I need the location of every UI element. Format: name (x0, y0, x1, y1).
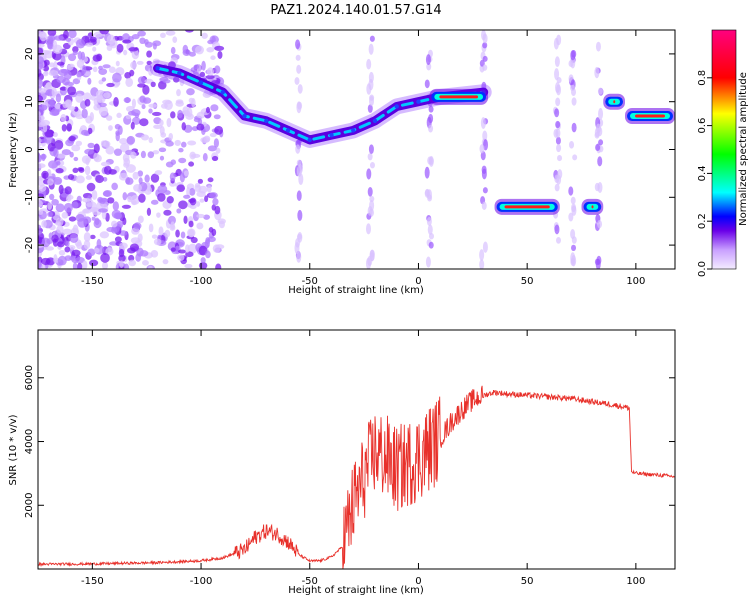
snr-x-tick-label: 100 (626, 576, 645, 587)
colorbar-tick-label: 0.4 (697, 165, 708, 181)
spectrogram-y-tick-label: 10 (24, 95, 35, 108)
colorbar-tick-label: 0.2 (697, 213, 708, 229)
spectrogram-y-tick-label: -20 (24, 237, 35, 253)
ridge-point (177, 70, 182, 76)
snr-x-tick-label: 50 (521, 576, 534, 587)
colorbar-tick-label: 0.6 (697, 118, 708, 134)
snr-x-axis-label: Height of straight line (km) (288, 585, 424, 596)
ridge-point (372, 118, 378, 124)
spectrogram-x-tick-label: -100 (190, 276, 213, 287)
spectrogram-x-tick-label: -50 (302, 276, 318, 287)
spectrogram-y-tick-label: -10 (24, 189, 35, 205)
ridge-point (198, 80, 204, 85)
ridge-point (155, 66, 160, 71)
spectrogram-plot-area (38, 30, 675, 269)
spectrogram-band (494, 198, 560, 215)
ridge-point (307, 137, 312, 143)
colorbar-tick-label: 0.0 (697, 261, 708, 277)
spectrogram-band (429, 88, 489, 105)
spectrogram-x-tick-label: 0 (415, 276, 421, 287)
snr-series-line (38, 385, 675, 569)
snr-x-tick-label: -50 (302, 576, 318, 587)
spectrogram-y-axis-label: Frequency (Hz) (8, 112, 19, 188)
ridge-point (351, 128, 356, 133)
snr-panel: -150 -100 -50 0 50 100 2000 4000 6000 Height of… (8, 329, 676, 596)
spectrogram-band (581, 198, 604, 215)
colorbar-frame (711, 29, 737, 270)
colorbar-label: Normalized spectral amplitude (738, 72, 749, 226)
snr-plot-area (38, 330, 675, 569)
ridge-point (242, 113, 247, 119)
snr-x-tick-label: -100 (190, 576, 213, 587)
ridge-point (394, 104, 399, 109)
snr-frame (37, 329, 676, 570)
spectrogram-x-tick-label: 100 (626, 276, 645, 287)
spectrogram-x-tick-label: -150 (81, 276, 104, 287)
snr-x-tick-label: 0 (415, 576, 421, 587)
ridge-point (285, 128, 291, 133)
snr-y-axis-label: SNR (10 * v/v) (8, 414, 19, 485)
ridge-point (416, 99, 421, 104)
colorbar-tick-label: 0.8 (697, 70, 708, 86)
spectrogram-x-axis-label: Height of straight line (km) (288, 285, 424, 296)
ridge-point (220, 89, 225, 95)
ridge-point (329, 132, 334, 138)
spectrogram-ridge (149, 60, 492, 148)
spectrogram-band (603, 93, 625, 110)
snr-y-tick-label: 2000 (24, 493, 35, 518)
snr-y-tick-label: 6000 (24, 365, 35, 390)
spectrogram-noise-texture (38, 30, 604, 269)
snr-x-tick-label: -150 (81, 576, 104, 587)
spectrogram-band (624, 108, 675, 125)
snr-y-tick-label: 4000 (24, 429, 35, 454)
spectrogram-y-tick-label: 0 (24, 146, 35, 152)
figure-title: PAZ1.2024.140.01.57.G14 (270, 3, 441, 18)
spectrogram-y-tick-label: 20 (24, 48, 35, 61)
spectrogram-x-tick-label: 50 (521, 276, 534, 287)
colorbar: 0.0 0.2 0.4 0.6 0.8 Normalized spectral ampl… (697, 29, 749, 277)
ridge-point (264, 118, 269, 124)
colorbar-gradient (712, 30, 736, 269)
